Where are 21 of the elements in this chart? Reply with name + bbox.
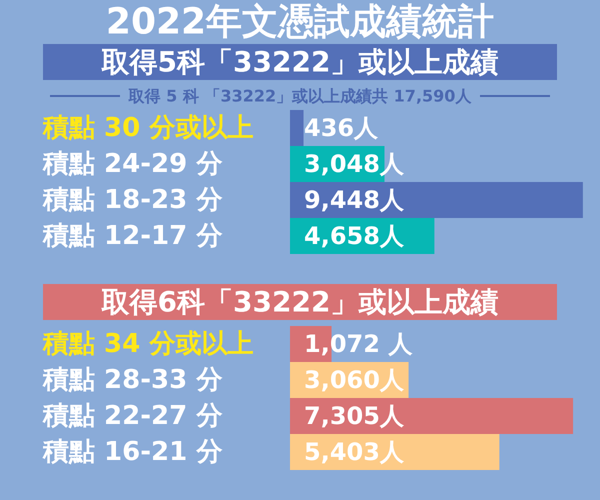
bar: [290, 182, 583, 218]
data-label: 4,658人: [304, 222, 405, 250]
y-tick-label: 積點 12-17 分: [42, 221, 224, 251]
chart-title: 取得6科「33222」或以上成績: [100, 286, 498, 318]
bar: [290, 110, 304, 146]
y-tick-label: 積點 28-33 分: [42, 365, 224, 395]
data-label: 9,448人: [304, 186, 405, 214]
chart-title: 2022年文憑試成績統計: [106, 2, 494, 42]
y-tick-label: 積點 16-21 分: [42, 437, 224, 467]
data-label: 436人: [304, 114, 380, 142]
chart-subtitle: 取得5科「33222」或以上成績: [100, 46, 498, 78]
y-tick-label: 積點 34 分或以上: [42, 329, 254, 359]
y-tick-label: 積點 24-29 分: [42, 149, 224, 179]
y-tick-label: 積點 22-27 分: [42, 401, 224, 431]
y-tick-label: 積點 30 分或以上: [42, 113, 254, 143]
data-label: 3,060人: [304, 366, 405, 394]
data-label: 5,403人: [304, 438, 405, 466]
y-tick-label: 積點 18-23 分: [42, 185, 224, 215]
bar: [290, 398, 574, 434]
text: 取得 5 科 「33222」或以上成績共 17,590人: [128, 86, 472, 106]
data-label: 7,305人: [304, 402, 405, 430]
